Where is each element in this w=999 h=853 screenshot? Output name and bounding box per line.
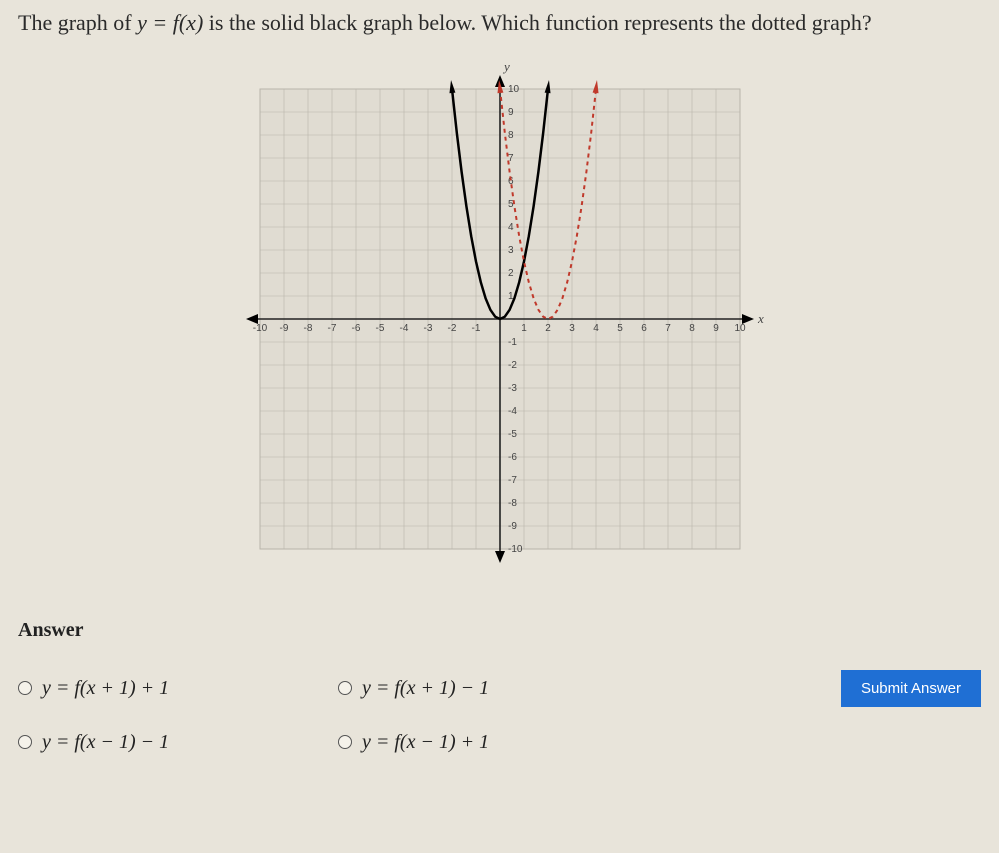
svg-text:-2: -2 xyxy=(447,323,456,334)
answer-heading: Answer xyxy=(18,619,981,642)
svg-text:-6: -6 xyxy=(351,323,360,334)
svg-text:10: 10 xyxy=(508,84,520,95)
svg-text:-9: -9 xyxy=(508,521,517,532)
radio-icon xyxy=(18,681,32,695)
svg-text:-4: -4 xyxy=(399,323,408,334)
question-text: The graph of y = f(x) is the solid black… xyxy=(18,8,981,39)
svg-text:8: 8 xyxy=(508,130,514,141)
svg-text:-6: -6 xyxy=(508,452,517,463)
svg-text:-4: -4 xyxy=(508,406,517,417)
svg-text:5: 5 xyxy=(617,323,623,334)
svg-text:-7: -7 xyxy=(508,475,517,486)
svg-text:6: 6 xyxy=(641,323,647,334)
svg-text:3: 3 xyxy=(508,245,514,256)
option-b-label: y = f(x + 1) − 1 xyxy=(362,677,489,700)
option-b[interactable]: y = f(x + 1) − 1 xyxy=(338,677,598,700)
svg-text:-2: -2 xyxy=(508,360,517,371)
question-prefix: The graph of xyxy=(18,10,137,35)
svg-text:-3: -3 xyxy=(423,323,432,334)
svg-text:10: 10 xyxy=(734,323,746,334)
svg-text:-5: -5 xyxy=(508,429,517,440)
submit-button[interactable]: Submit Answer xyxy=(841,670,981,707)
svg-text:-9: -9 xyxy=(279,323,288,334)
options-row-1: y = f(x + 1) + 1 y = f(x + 1) − 1 Submit… xyxy=(18,670,981,707)
radio-icon xyxy=(338,681,352,695)
coordinate-graph: -10 -9 -8 -7 -6 -5 -4 -3 -2 -1 1 2 3 4 5 6 7 8 9 10 -10 -9 -8 -… xyxy=(230,59,770,579)
option-c[interactable]: y = f(x − 1) − 1 xyxy=(18,731,278,754)
svg-text:-8: -8 xyxy=(508,498,517,509)
question-middle: is the solid black graph below. Which fu… xyxy=(209,10,872,35)
svg-text:8: 8 xyxy=(689,323,695,334)
svg-text:y: y xyxy=(502,59,510,74)
radio-icon xyxy=(338,735,352,749)
svg-text:-3: -3 xyxy=(508,383,517,394)
option-a[interactable]: y = f(x + 1) + 1 xyxy=(18,677,278,700)
svg-text:-8: -8 xyxy=(303,323,312,334)
answer-section: Answer y = f(x + 1) + 1 y = f(x + 1) − 1… xyxy=(18,619,981,754)
svg-text:-5: -5 xyxy=(375,323,384,334)
svg-text:4: 4 xyxy=(593,323,599,334)
option-d-label: y = f(x − 1) + 1 xyxy=(362,731,489,754)
svg-text:-7: -7 xyxy=(327,323,336,334)
svg-text:x: x xyxy=(757,311,764,326)
option-d[interactable]: y = f(x − 1) + 1 xyxy=(338,731,598,754)
svg-text:9: 9 xyxy=(713,323,719,334)
options-row-2: y = f(x − 1) − 1 y = f(x − 1) + 1 xyxy=(18,731,981,754)
svg-text:-1: -1 xyxy=(471,323,480,334)
page: The graph of y = f(x) is the solid black… xyxy=(0,0,999,853)
svg-text:4: 4 xyxy=(508,222,514,233)
radio-icon xyxy=(18,735,32,749)
svg-text:1: 1 xyxy=(521,323,527,334)
option-a-label: y = f(x + 1) + 1 xyxy=(42,677,169,700)
svg-text:-1: -1 xyxy=(508,337,517,348)
svg-text:2: 2 xyxy=(545,323,551,334)
svg-text:-10: -10 xyxy=(252,323,267,334)
svg-text:7: 7 xyxy=(665,323,671,334)
svg-text:-10: -10 xyxy=(508,544,523,555)
option-c-label: y = f(x − 1) − 1 xyxy=(42,731,169,754)
svg-text:9: 9 xyxy=(508,107,514,118)
svg-text:2: 2 xyxy=(508,268,514,279)
chart-container: -10 -9 -8 -7 -6 -5 -4 -3 -2 -1 1 2 3 4 5 6 7 8 9 10 -10 -9 -8 -… xyxy=(18,59,981,579)
question-equation: y = f(x) xyxy=(137,10,203,35)
svg-text:3: 3 xyxy=(569,323,575,334)
